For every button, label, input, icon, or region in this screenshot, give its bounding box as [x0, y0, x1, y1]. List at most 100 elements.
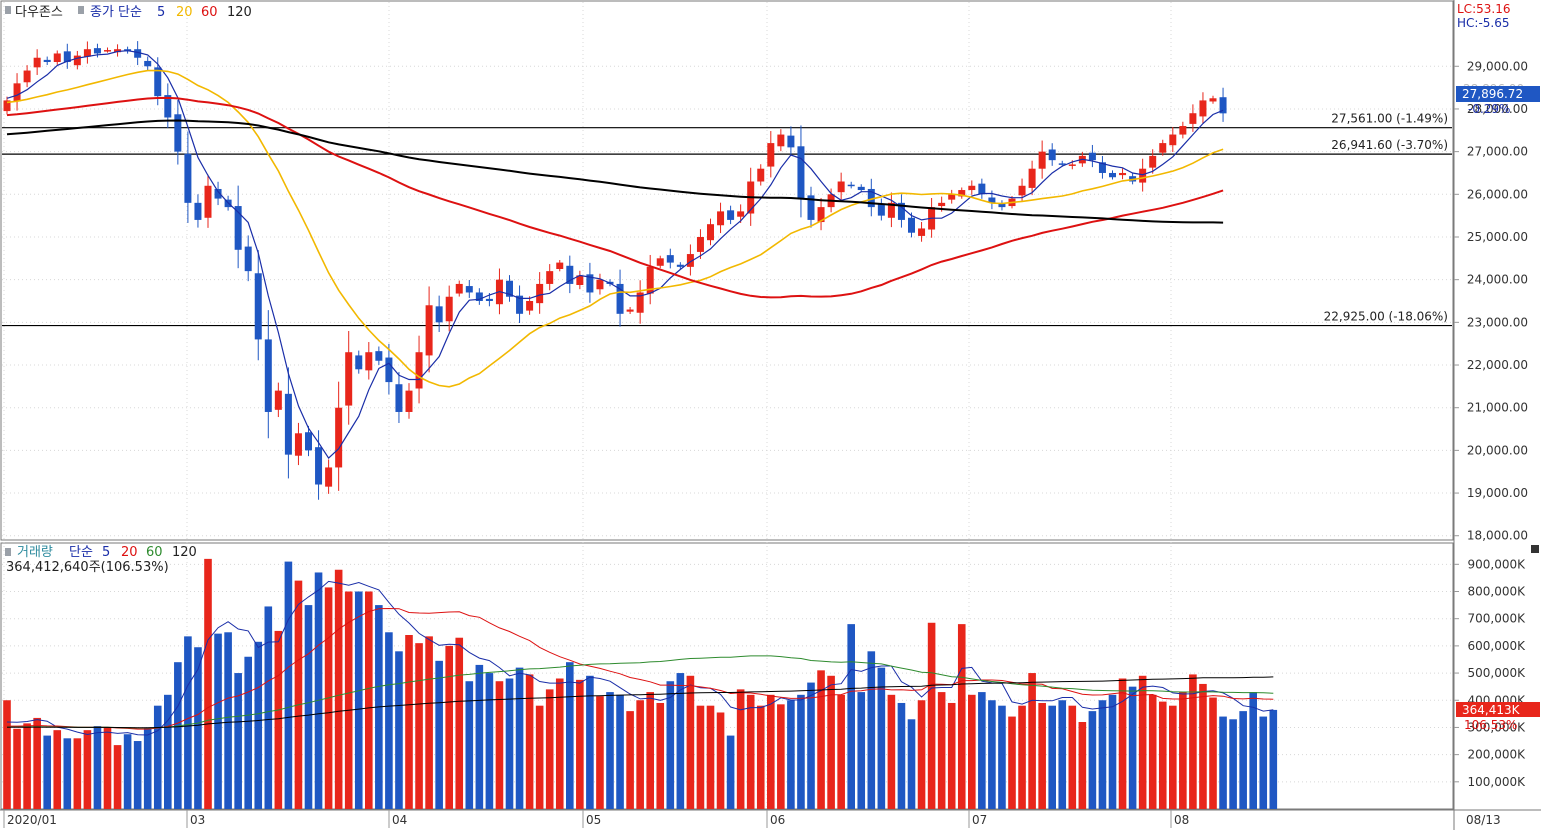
- volume-bar: [566, 662, 574, 809]
- volume-bar: [767, 694, 775, 809]
- x-axis-tick-label: 08: [1174, 813, 1189, 827]
- volume-axis-tick-label: 800,000K: [1468, 585, 1527, 599]
- volume-bar: [1078, 722, 1087, 809]
- volume-bar: [395, 651, 403, 809]
- candle-down: [355, 355, 363, 370]
- volume-bar: [83, 730, 92, 809]
- x-axis-tick-label: 2020/01: [7, 813, 57, 827]
- candle-down: [93, 48, 101, 54]
- y-axis-tick-label: 24,000.00: [1467, 273, 1528, 287]
- volume-bar: [877, 667, 886, 809]
- volume-bar: [807, 682, 815, 809]
- volume-bar: [1169, 705, 1177, 809]
- volume-bar: [204, 558, 212, 809]
- y-axis-tick-label: 25,000.00: [1467, 230, 1528, 244]
- candle-down: [244, 246, 252, 272]
- candle-down: [284, 393, 292, 455]
- volume-bar: [274, 630, 283, 809]
- candle-down: [315, 447, 323, 485]
- volume-bar: [978, 692, 986, 809]
- volume-bar: [1138, 675, 1147, 809]
- candle-up: [556, 262, 564, 269]
- panel-collapse-icon[interactable]: [1531, 545, 1539, 553]
- candle-up: [1189, 113, 1197, 124]
- volume-bar: [425, 636, 433, 809]
- candle-up: [1038, 151, 1046, 169]
- volume-bar: [1108, 694, 1117, 809]
- volume-bar: [184, 636, 192, 809]
- candle-down: [998, 203, 1006, 208]
- candle-up: [546, 271, 554, 284]
- volume-bar: [897, 702, 906, 809]
- volume-bar: [1028, 673, 1036, 809]
- volume-bar: [545, 689, 554, 809]
- volume-bar: [1088, 711, 1097, 809]
- y-axis-tick-label: 29,000.00: [1467, 59, 1528, 73]
- volume-bar: [606, 692, 614, 809]
- candle-up: [757, 168, 765, 182]
- candle-up: [73, 55, 81, 66]
- candle-down: [847, 184, 855, 187]
- volume-bar: [63, 738, 72, 809]
- price-legend: 다우존스 종가 단순 5 20 60 120: [5, 5, 252, 20]
- candle-up: [596, 279, 604, 290]
- volume-bar: [1128, 686, 1137, 809]
- volume-bar: [847, 624, 855, 809]
- volume-bar: [475, 664, 484, 809]
- candle-down: [787, 135, 795, 148]
- volume-bar: [1239, 711, 1247, 809]
- volume-bar: [716, 712, 725, 809]
- volume-bar: [43, 735, 51, 809]
- candle-up: [737, 211, 745, 217]
- candle-up: [767, 143, 775, 167]
- volume-axis-tick-label: 300,000K: [1468, 720, 1527, 734]
- volume-legend: 거래량 단순 5 20 60 120 364,412,640주(106.53%): [5, 545, 197, 575]
- volume-bar: [586, 675, 594, 809]
- candle-up: [1159, 143, 1167, 153]
- candle-up: [686, 254, 694, 267]
- candle-up: [3, 100, 11, 112]
- volume-bar: [1259, 716, 1268, 809]
- candle-up: [53, 53, 61, 63]
- volume-bar: [73, 738, 82, 809]
- volume-bar: [726, 735, 735, 809]
- volume-bar: [143, 727, 152, 809]
- volume-bar: [525, 674, 534, 809]
- candle-up: [405, 390, 413, 412]
- volume-legend-ma120: 120: [172, 545, 197, 560]
- candle-up: [425, 305, 433, 356]
- volume-bar: [696, 705, 705, 809]
- y-axis-tick-label: 28,000.00: [1467, 102, 1528, 116]
- candle-up: [455, 283, 463, 294]
- legend-ma60: 60: [201, 5, 218, 20]
- candle-down: [214, 188, 222, 199]
- ma120-line: [6, 119, 1224, 224]
- y-axis-tick-label: 26,000.00: [1467, 187, 1528, 201]
- candle-down: [164, 95, 172, 118]
- volume-bar: [174, 662, 182, 809]
- volume-bar: [284, 561, 293, 809]
- candle-up: [1199, 100, 1207, 117]
- volume-bar: [495, 681, 504, 809]
- volume-bar: [666, 681, 675, 809]
- volume-bar: [1179, 692, 1187, 809]
- candle-down: [485, 298, 493, 302]
- candle-up: [445, 296, 453, 322]
- candle-down: [1058, 163, 1066, 165]
- volume-bar: [334, 569, 343, 809]
- volume-bars: [3, 558, 1278, 809]
- candle-up: [345, 352, 353, 406]
- legend-marker-icon: [5, 6, 11, 14]
- volume-bar: [1249, 692, 1257, 809]
- volume-bar: [817, 670, 825, 809]
- volume-axis-tick-label: 900,000K: [1468, 557, 1527, 571]
- candle-up: [114, 49, 122, 53]
- last-volume-pct-label: 106.53%: [1464, 718, 1517, 732]
- candle-down: [1048, 149, 1056, 161]
- volume-bar: [797, 694, 805, 809]
- volume-bar: [787, 700, 795, 809]
- volume-bar: [656, 702, 665, 809]
- candle-up: [696, 236, 704, 252]
- volume-axis-tick-label: 600,000K: [1468, 639, 1527, 653]
